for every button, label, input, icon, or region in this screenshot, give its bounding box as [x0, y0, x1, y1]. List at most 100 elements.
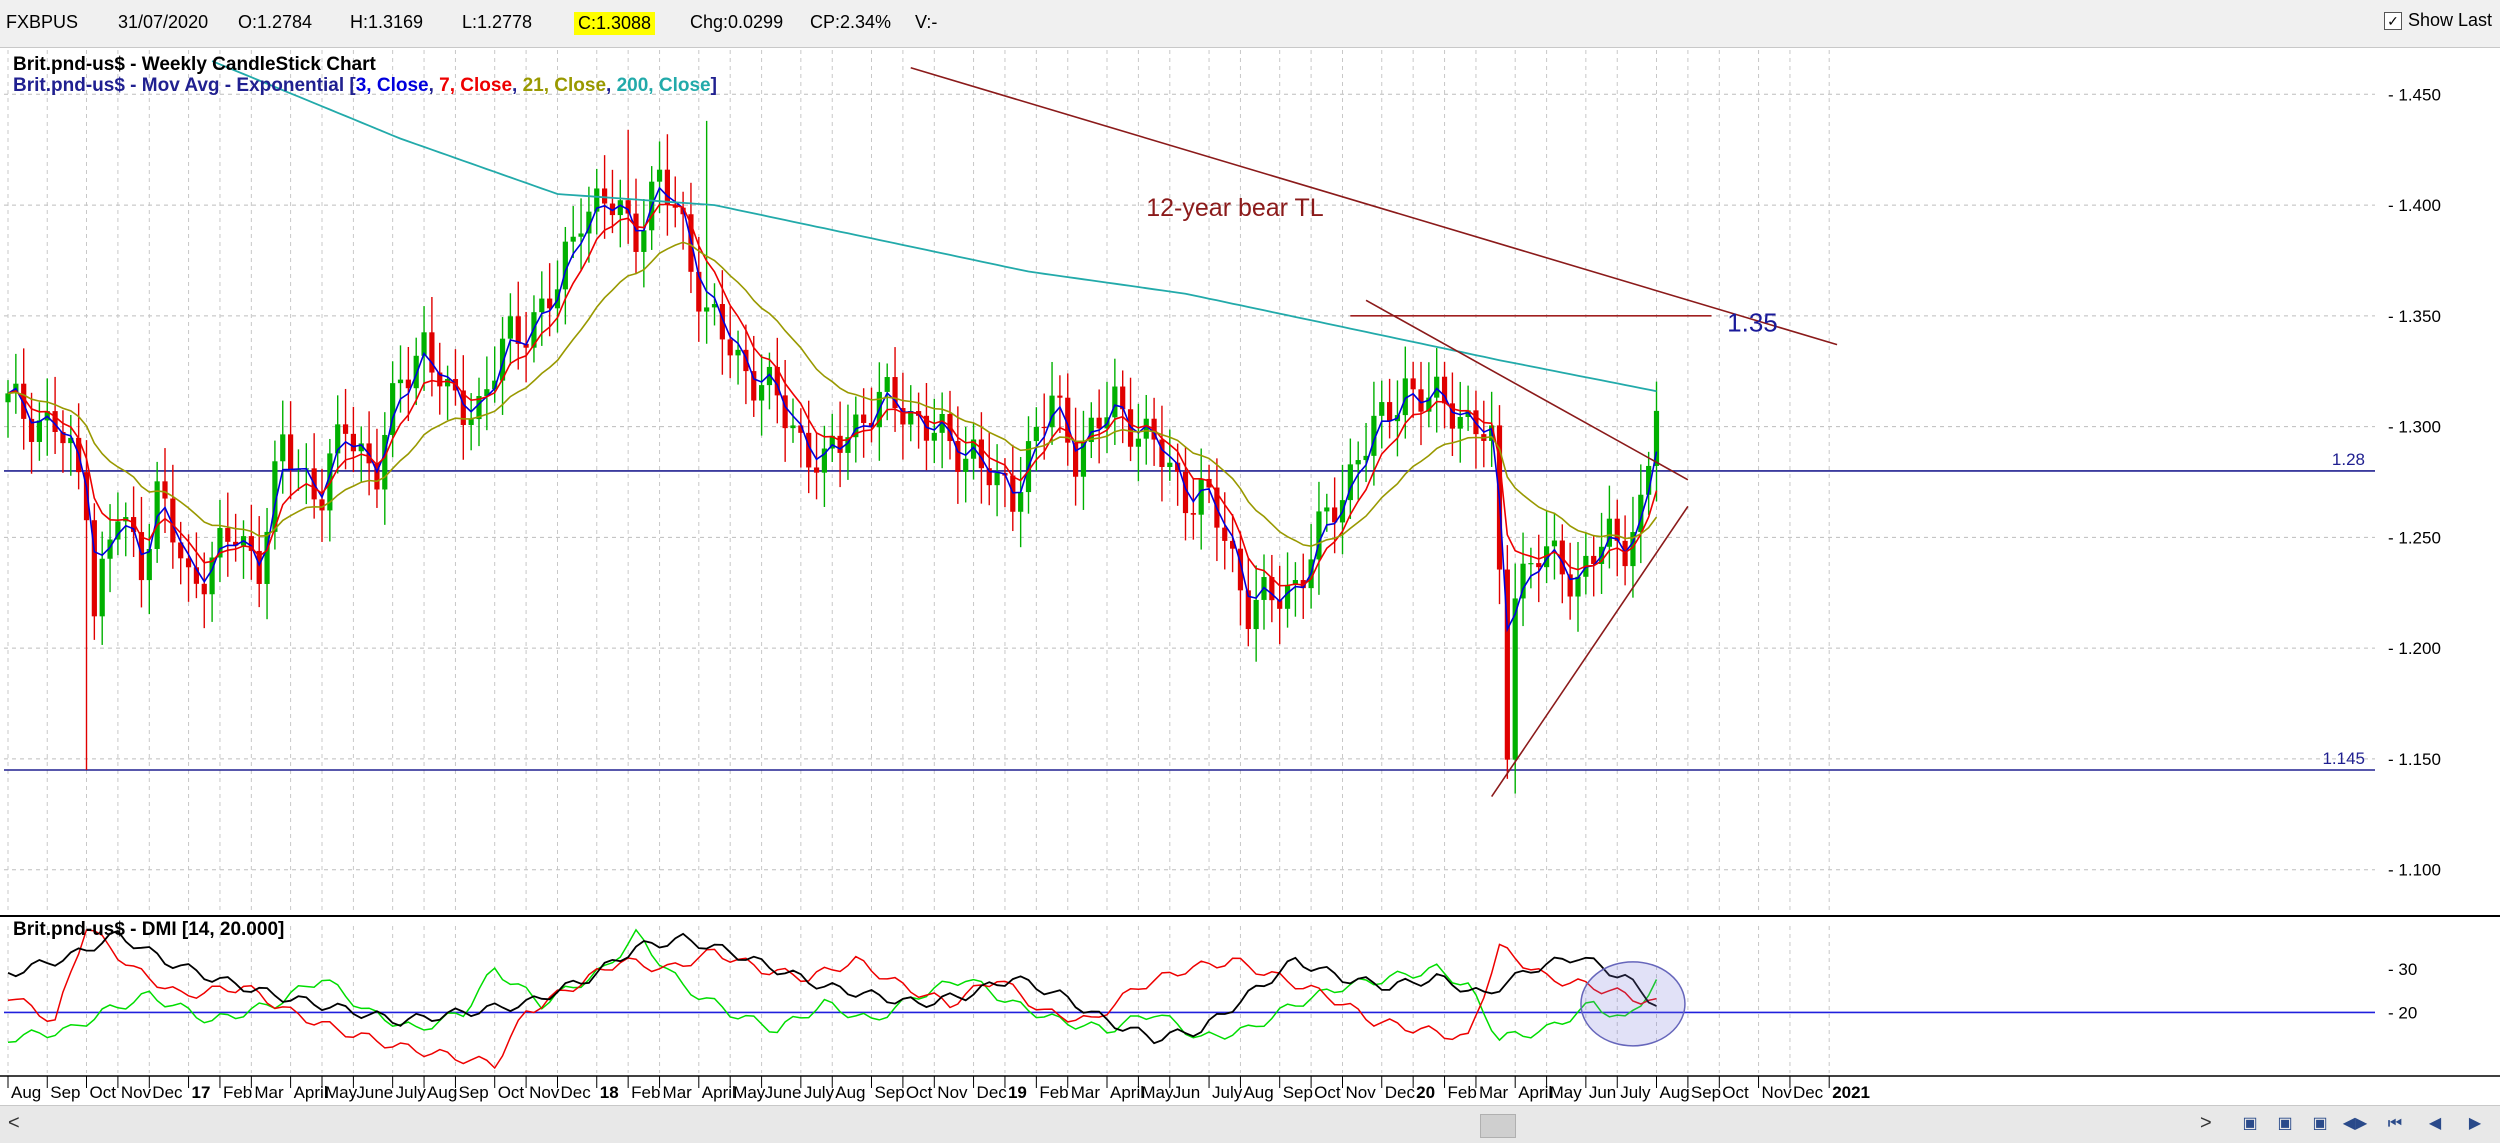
candle-body: [390, 383, 396, 435]
candle-body: [547, 298, 553, 309]
trendline-line: [910, 66, 1838, 346]
compress-icon[interactable]: ▣: [2312, 1115, 2328, 1132]
candle-body: [798, 425, 804, 433]
candle-body: [1371, 415, 1377, 456]
scroll-end-icon[interactable]: ⏮: [2387, 1115, 2403, 1132]
candle-body: [845, 437, 851, 453]
candle-body: [52, 411, 58, 432]
candle-body: [994, 472, 1000, 486]
candle-body: [1237, 548, 1244, 591]
x-tick-label: Dec: [561, 1083, 592, 1102]
candle-body: [1551, 540, 1558, 547]
candle-body: [272, 461, 278, 532]
x-tick-label: Feb: [1039, 1083, 1068, 1102]
scroll-right-icon[interactable]: >: [2200, 1112, 2212, 1134]
candle-body: [256, 550, 262, 584]
candle-body: [704, 307, 710, 312]
candle-body: [900, 408, 906, 425]
dmi-tick-label: - 30: [2388, 960, 2417, 979]
x-tick-label: Nov: [121, 1083, 152, 1102]
candle-body: [413, 355, 419, 389]
candle-body: [107, 539, 113, 559]
x-tick-label: Aug: [1243, 1083, 1273, 1102]
x-tick-label: Nov: [1346, 1083, 1377, 1102]
x-tick-label: Dec: [977, 1083, 1008, 1102]
price-tick-label: - 1.400: [2388, 196, 2441, 215]
candle-body: [115, 521, 121, 540]
zoom-in-icon[interactable]: ▣: [2277, 1115, 2293, 1132]
horizontal-scrollbar[interactable]: < > ▣ ▣ ▣ ◀▶ ⏮ ◀ ▶: [0, 1105, 2500, 1143]
candle-body: [515, 316, 521, 344]
high-value: H:1.3169: [350, 12, 424, 32]
candle-body: [539, 298, 545, 313]
x-tick-label: 18: [600, 1083, 619, 1102]
next-icon[interactable]: ▶: [2468, 1115, 2482, 1132]
dmi-adx-line: [7, 929, 1657, 1045]
ema-7-line: [7, 203, 1658, 587]
x-tick-label: Mar: [1071, 1083, 1101, 1102]
x-tick-label: April: [702, 1083, 736, 1102]
candle-body: [978, 439, 984, 469]
candle-body: [1410, 378, 1416, 390]
candle-body: [939, 414, 945, 433]
candle-body: [476, 396, 482, 420]
candle-body: [892, 377, 898, 409]
show-last-checkbox[interactable]: ✓ Show Last: [2383, 10, 2492, 31]
candle-body: [1167, 462, 1173, 467]
price-tick-label: - 1.300: [2388, 418, 2441, 437]
candle-body: [484, 389, 490, 397]
candle-body: [264, 531, 270, 584]
x-tick-label: Oct: [1722, 1083, 1749, 1102]
candle-body: [342, 424, 349, 434]
candle-body: [1324, 507, 1330, 512]
candle-body: [405, 379, 411, 389]
x-tick-label: May: [733, 1083, 766, 1102]
candle-body: [821, 448, 827, 473]
candle-body: [963, 458, 969, 472]
candle-body: [233, 541, 239, 546]
date-label: 31/07/2020: [118, 12, 209, 32]
candle-body: [774, 366, 780, 396]
candle-body: [625, 200, 631, 214]
dmi-tick-label: - 20: [2388, 1003, 2417, 1022]
x-tick-label: Dec: [1385, 1083, 1416, 1102]
symbol-label: FXBPUS: [6, 12, 79, 32]
zoom-out-icon[interactable]: ▣: [2242, 1115, 2258, 1132]
candle-body: [1135, 438, 1141, 447]
candle-body: [1222, 527, 1228, 541]
price-tick-label: - 1.200: [2388, 639, 2441, 658]
candle-body: [829, 435, 835, 449]
candle-body: [1418, 389, 1424, 412]
candle-body: [751, 371, 757, 401]
candle-body: [970, 439, 977, 459]
candle-body: [861, 414, 867, 423]
candle-body: [1638, 494, 1644, 533]
prev-icon[interactable]: ◀: [2428, 1115, 2442, 1132]
ema-200-line: [211, 60, 1657, 393]
candle-body: [437, 372, 443, 387]
candle-body: [21, 383, 27, 419]
candle-body: [68, 437, 74, 444]
candle-body: [429, 332, 435, 373]
candle-body: [209, 557, 215, 595]
candle-body: [1379, 402, 1385, 416]
scroll-thumb[interactable]: [1480, 1114, 1516, 1138]
price-tick-label: - 1.100: [2388, 861, 2441, 880]
ema-21-line: [7, 241, 1658, 548]
open-value: O:1.2784: [238, 12, 313, 32]
toolbar: FXBPUS 31/07/2020 O:1.2784 H:1.3169 L:1.…: [0, 0, 2500, 48]
x-tick-label: Oct: [906, 1083, 933, 1102]
scroll-left-icon[interactable]: <: [8, 1112, 20, 1134]
candle-body: [955, 441, 961, 472]
scroll-start-icon[interactable]: ◀▶: [2342, 1115, 2368, 1132]
candle-body: [1646, 465, 1652, 495]
moving-average-legend: Brit.pnd-us$ - Mov Avg - Exponential [3,…: [13, 75, 717, 96]
candle-body: [1198, 478, 1204, 515]
ema-3-line: [7, 186, 1658, 633]
candle-body: [1567, 574, 1573, 597]
low-value: L:1.2778: [462, 12, 533, 32]
x-tick-label: July: [804, 1083, 835, 1102]
price-chart-title: Brit.pnd-us$ - Weekly CandleStick Chart: [13, 54, 377, 75]
x-tick-label: Mar: [1479, 1083, 1509, 1102]
candle-body: [178, 542, 184, 559]
